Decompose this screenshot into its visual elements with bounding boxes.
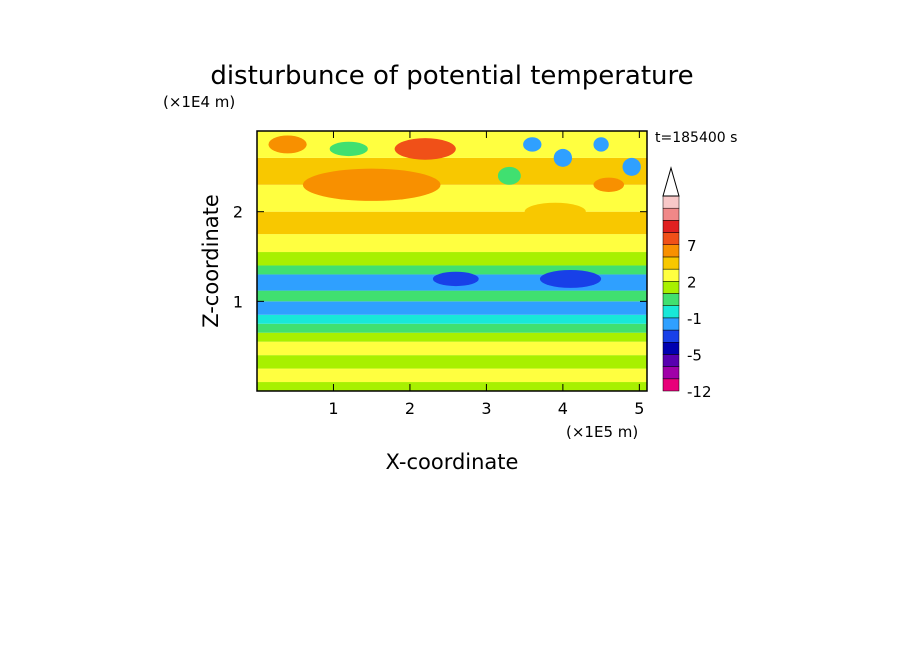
y-unit-label: (×1E4 m) [163, 93, 235, 111]
x-tick-label: 5 [634, 399, 644, 418]
colorbar-swatch [662, 342, 680, 355]
colorbar-swatch [662, 232, 680, 245]
x-tick-label: 2 [405, 399, 415, 418]
plot-frame [256, 130, 648, 392]
colorbar-swatch [662, 220, 680, 233]
field-cell [593, 177, 625, 192]
field-cell [302, 168, 441, 201]
colorbar-swatch [662, 317, 680, 331]
field-band [257, 332, 647, 342]
heatmap-field [257, 131, 647, 391]
field-band [257, 368, 647, 383]
y-tick-label: 1 [233, 292, 243, 311]
x-tick-label: 1 [328, 399, 338, 418]
field-cell [622, 157, 641, 176]
x-tick-label: 3 [481, 399, 491, 418]
chart-title: disturbunce of potential temperature [210, 61, 693, 91]
colorbar-swatch [662, 244, 680, 258]
colorbar-swatch [662, 354, 680, 367]
field-cell [539, 269, 602, 288]
field-band [257, 252, 647, 266]
y-axis: 12 [233, 203, 647, 311]
field-cell [497, 166, 521, 185]
x-axis: 1 2 3 4 5 [328, 131, 644, 418]
field-band [257, 382, 647, 391]
colorbar-swatch [662, 305, 680, 319]
colorbar-swatch [662, 195, 680, 209]
field-band [257, 290, 647, 302]
x-unit-label: (×1E5 m) [566, 423, 638, 441]
field-band [257, 314, 647, 324]
colorbar-swatch [662, 281, 680, 294]
field-cell [523, 137, 542, 152]
x-axis-title: X-coordinate [386, 450, 519, 474]
field-band [257, 341, 647, 356]
colorbar-swatch [662, 378, 680, 392]
colorbar-swatch [662, 268, 680, 282]
field-band [257, 211, 647, 235]
colorbar-swatch [662, 293, 680, 306]
field-cell [553, 148, 573, 167]
colorbar-label: 7 [687, 237, 697, 255]
field-band [257, 355, 647, 369]
time-label: t=185400 s [655, 130, 737, 146]
field-band [257, 301, 647, 315]
colorbar-swatch [662, 207, 680, 221]
field-cell [268, 135, 307, 154]
colorbar-label: 2 [687, 273, 697, 291]
field-cell [432, 271, 479, 287]
x-tick-label: 4 [558, 399, 568, 418]
colorbar-label: -12 [687, 383, 712, 401]
field-band [257, 234, 647, 253]
field-band [257, 265, 647, 275]
y-axis-title: Z-coordinate [199, 194, 223, 328]
colorbar: 7 2 -1 -5 -12 [662, 166, 712, 401]
colorbar-swatch [662, 256, 680, 270]
colorbar-extend-arrow [662, 166, 680, 197]
colorbar-swatch [662, 366, 680, 380]
field-cell [593, 137, 609, 152]
y-tick-label: 2 [233, 203, 243, 222]
field-cell [394, 138, 456, 160]
colorbar-label: -1 [687, 310, 702, 328]
colorbar-swatch [662, 329, 680, 343]
field-band [257, 323, 647, 333]
field-cell [524, 202, 586, 221]
colorbar-label: -5 [687, 346, 702, 364]
field-cell [329, 141, 368, 157]
